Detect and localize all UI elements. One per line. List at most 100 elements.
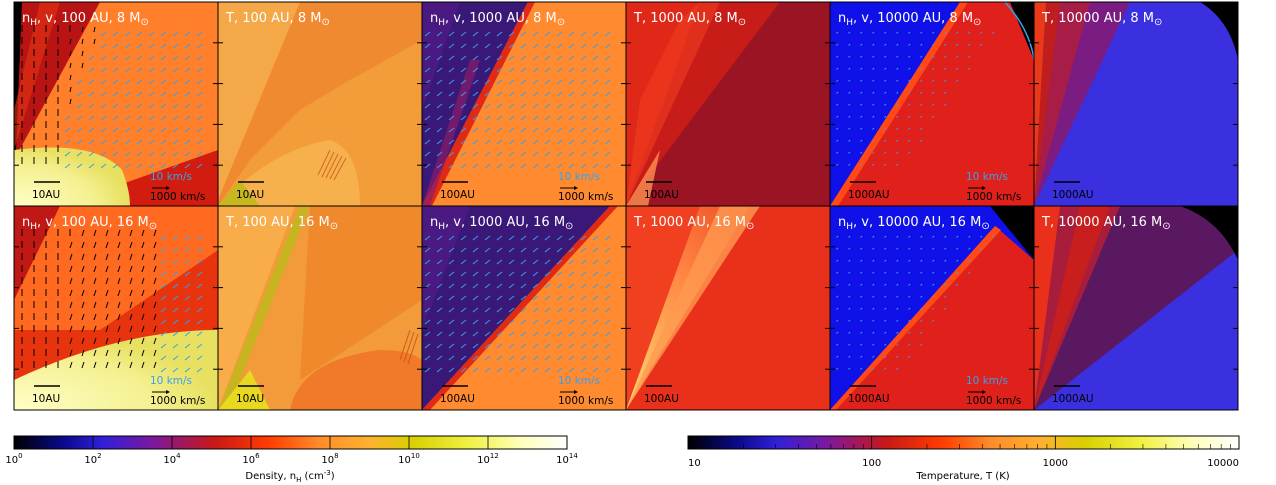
velocity-arrow [112, 55, 119, 61]
velocity-arrow [460, 31, 467, 37]
velocity-arrow [472, 343, 479, 349]
velocity-arrow [460, 127, 467, 133]
velocity-arrow [460, 103, 467, 109]
velocity-arrow [93, 26, 96, 33]
velocity-arrow [448, 367, 455, 373]
velocity-arrow [956, 283, 959, 286]
velocity-arrow [604, 55, 611, 61]
velocity-arrow [580, 319, 587, 325]
velocity-arrow [460, 295, 467, 301]
velocity-arrow [496, 139, 503, 145]
velocity-arrow [836, 331, 839, 334]
velocity-arrow [884, 139, 887, 142]
velocity-arrow [604, 331, 611, 337]
velocity-arrow [160, 43, 167, 49]
velocity-arrow [472, 43, 479, 49]
velocity-arrow [848, 295, 851, 298]
velocity-arrow [884, 235, 887, 238]
velocity-arrow [920, 31, 923, 34]
colorbar-tick-label: 100 [5, 452, 22, 466]
velocity-arrow [836, 259, 839, 262]
velocity-arrow [124, 67, 131, 73]
velocity-key-arrowhead [574, 390, 578, 394]
velocity-arrow [196, 139, 203, 145]
velocity-arrow [604, 295, 611, 301]
velocity-arrow [484, 235, 491, 241]
velocity-arrow [93, 325, 97, 333]
velocity-arrow [580, 355, 587, 361]
velocity-arrow [544, 151, 551, 157]
velocity-arrow [172, 307, 179, 313]
velocity-arrow [424, 295, 431, 301]
velocity-arrow [836, 319, 839, 322]
velocity-arrow [544, 247, 551, 253]
velocity-arrow [920, 67, 923, 70]
velocity-arrow [100, 79, 107, 85]
velocity-arrow [884, 295, 887, 298]
velocity-arrow [944, 259, 947, 262]
velocity-arrow [580, 31, 587, 37]
velocity-arrow [544, 91, 551, 97]
velocity-arrow [436, 43, 443, 49]
velocity-arrow [580, 271, 587, 277]
velocity-arrow [129, 241, 133, 249]
velocity-arrow [196, 55, 203, 61]
velocity-arrow [93, 313, 97, 321]
velocity-arrow [112, 43, 119, 49]
velocity-arrow [172, 151, 179, 157]
velocity-arrow [908, 139, 911, 142]
colorbar-tick-label: 1000 [1043, 458, 1068, 469]
scale-label: 10AU [236, 393, 264, 405]
velocity-arrow [184, 151, 191, 157]
velocity-arrow [932, 271, 935, 274]
velocity-arrow [872, 43, 875, 46]
velocity-arrow [472, 103, 479, 109]
velocity-arrow [520, 151, 527, 157]
velocity-arrow [872, 163, 875, 166]
velocity-arrow [556, 259, 563, 265]
velocity-arrow [448, 43, 455, 49]
velocity-arrow [148, 115, 155, 121]
velocity-arrow [520, 79, 527, 85]
velocity-arrow [112, 91, 119, 97]
panel-density-10000au-16msun [830, 206, 1034, 410]
velocity-arrow [436, 283, 443, 289]
velocity-arrow [184, 163, 191, 169]
velocity-arrow [860, 151, 863, 154]
velocity-arrow [129, 337, 133, 345]
velocity-arrow [64, 127, 71, 133]
velocity-arrow [920, 55, 923, 58]
velocity-arrow [604, 235, 611, 241]
velocity-arrow [532, 43, 539, 49]
velocity-arrow [884, 367, 887, 370]
velocity-arrow [484, 67, 491, 73]
velocity-arrow [69, 277, 73, 285]
velocity-arrow [604, 31, 611, 37]
velocity-arrow [872, 127, 875, 130]
panel-density-1000au-16msun [422, 206, 626, 410]
velocity-arrow [76, 163, 83, 169]
velocity-arrow [88, 127, 95, 133]
velocity-arrow [436, 163, 443, 169]
velocity-arrow [908, 259, 911, 262]
velocity-arrow [484, 151, 491, 157]
velocity-arrow [148, 127, 155, 133]
velocity-arrow [148, 67, 155, 73]
velocity-arrow [556, 319, 563, 325]
velocity-arrow [112, 79, 119, 85]
panel-density-1000au-8msun [422, 2, 626, 206]
velocity-arrow [896, 343, 899, 346]
velocity-arrow [580, 43, 587, 49]
velocity-arrow [508, 55, 515, 61]
velocity-arrow [556, 127, 563, 133]
velocity-arrow [172, 319, 179, 325]
velocity-arrow [848, 91, 851, 94]
velocity-arrow [424, 91, 431, 97]
velocity-arrow [968, 271, 971, 274]
velocity-arrow [472, 367, 479, 373]
velocity-arrow [69, 253, 73, 261]
velocity-arrow [117, 229, 121, 237]
velocity-arrow [544, 355, 551, 361]
velocity-arrow [76, 151, 83, 157]
panel-title: nH, v, 10000 AU, 8 M⊙ [838, 11, 981, 28]
